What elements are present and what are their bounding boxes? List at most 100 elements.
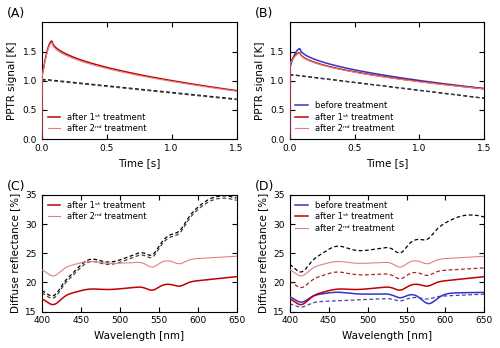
after 1ˢᵗ treatment — [296, 50, 302, 55]
before treatment — [296, 47, 302, 51]
after 1ˢᵗ treatment — [127, 71, 133, 75]
after 2ⁿᵈ treatment — [186, 82, 192, 86]
Text: (B): (B) — [254, 7, 273, 20]
before treatment — [310, 294, 316, 298]
after 1ˢᵗ treatment — [50, 302, 56, 307]
after 2ⁿᵈ treatment — [169, 79, 175, 84]
after 1ˢᵗ treatment — [180, 283, 186, 287]
after 1ˢᵗ treatment — [428, 283, 434, 287]
after 1ˢᵗ treatment — [286, 137, 292, 141]
Line: before treatment: before treatment — [290, 292, 484, 303]
Y-axis label: Diffuse reflectance [%]: Diffuse reflectance [%] — [10, 193, 20, 314]
before treatment — [426, 301, 432, 306]
before treatment — [402, 76, 408, 80]
after 2ⁿᵈ treatment — [298, 274, 304, 278]
after 1ˢᵗ treatment — [350, 287, 356, 292]
after 2ⁿᵈ treatment — [410, 259, 416, 263]
after 2ⁿᵈ treatment — [38, 268, 44, 272]
after 1ˢᵗ treatment — [482, 87, 488, 91]
before treatment — [337, 65, 343, 69]
after 2ⁿᵈ treatment — [89, 63, 95, 67]
after 2ⁿᵈ treatment — [234, 89, 239, 93]
after 1ˢᵗ treatment — [162, 283, 168, 287]
after 1ˢᵗ treatment — [364, 287, 370, 291]
after 1ˢᵗ treatment — [62, 294, 68, 298]
after 1ˢᵗ treatment — [116, 287, 122, 291]
after 1ˢᵗ treatment — [402, 78, 408, 82]
Line: before treatment: before treatment — [290, 49, 484, 139]
before treatment — [434, 81, 440, 85]
after 2ⁿᵈ treatment — [286, 268, 292, 272]
after 1ˢᵗ treatment — [375, 74, 381, 78]
after 2ⁿᵈ treatment — [62, 266, 68, 270]
after 1ˢᵗ treatment — [434, 81, 440, 86]
after 2ⁿᵈ treatment — [50, 274, 56, 278]
before treatment — [482, 290, 488, 294]
Line: after 2ⁿᵈ treatment: after 2ⁿᵈ treatment — [290, 53, 484, 139]
after 1ˢᵗ treatment — [298, 302, 304, 307]
before treatment — [350, 292, 356, 296]
Legend: after 1ˢᵗ treatment, after 2ⁿᵈ treatment: after 1ˢᵗ treatment, after 2ⁿᵈ treatment — [46, 199, 148, 223]
after 2ⁿᵈ treatment — [417, 80, 423, 84]
after 1ˢᵗ treatment — [234, 275, 239, 279]
after 2ⁿᵈ treatment — [364, 261, 370, 265]
X-axis label: Wavelength [nm]: Wavelength [nm] — [94, 331, 184, 341]
Line: after 2ⁿᵈ treatment: after 2ⁿᵈ treatment — [42, 43, 236, 139]
before treatment — [322, 61, 328, 65]
after 1ˢᵗ treatment — [154, 76, 160, 80]
after 1ˢᵗ treatment — [38, 137, 44, 141]
Text: (A): (A) — [6, 7, 25, 20]
before treatment — [417, 79, 423, 83]
before treatment — [428, 301, 434, 305]
before treatment — [482, 87, 488, 91]
after 2ⁿᵈ treatment — [310, 266, 316, 270]
X-axis label: Time [s]: Time [s] — [118, 158, 160, 168]
after 2ⁿᵈ treatment — [49, 41, 55, 45]
after 1ˢᵗ treatment — [322, 63, 328, 68]
Y-axis label: PPTR signal [K]: PPTR signal [K] — [255, 41, 265, 120]
after 2ⁿᵈ treatment — [162, 259, 168, 263]
after 2ⁿᵈ treatment — [375, 74, 381, 78]
X-axis label: Time [s]: Time [s] — [366, 158, 408, 168]
after 1ˢᵗ treatment — [89, 61, 95, 65]
after 1ˢᵗ treatment — [428, 283, 434, 287]
X-axis label: Wavelength [nm]: Wavelength [nm] — [342, 331, 432, 341]
after 2ⁿᵈ treatment — [181, 260, 187, 264]
after 2ⁿᵈ treatment — [434, 82, 440, 86]
Legend: after 1ˢᵗ treatment, after 2ⁿᵈ treatment: after 1ˢᵗ treatment, after 2ⁿᵈ treatment — [46, 111, 148, 135]
after 1ˢᵗ treatment — [482, 275, 488, 279]
before treatment — [286, 295, 292, 299]
after 2ⁿᵈ treatment — [402, 78, 408, 82]
after 1ˢᵗ treatment — [310, 294, 316, 298]
after 2ⁿᵈ treatment — [154, 77, 160, 81]
after 2ⁿᵈ treatment — [286, 137, 292, 141]
Line: after 1ˢᵗ treatment: after 1ˢᵗ treatment — [42, 277, 236, 304]
after 2ⁿᵈ treatment — [482, 87, 488, 91]
Legend: before treatment, after 1ˢᵗ treatment, after 2ⁿᵈ treatment: before treatment, after 1ˢᵗ treatment, a… — [294, 199, 396, 235]
after 2ⁿᵈ treatment — [350, 261, 356, 265]
Line: after 1ˢᵗ treatment: after 1ˢᵗ treatment — [290, 53, 484, 139]
after 1ˢᵗ treatment — [169, 79, 175, 83]
after 1ˢᵗ treatment — [286, 297, 292, 301]
after 1ˢᵗ treatment — [337, 67, 343, 71]
after 1ˢᵗ treatment — [49, 39, 55, 43]
after 2ⁿᵈ treatment — [428, 260, 434, 264]
before treatment — [410, 293, 416, 297]
before treatment — [429, 300, 435, 304]
Line: after 1ˢᵗ treatment: after 1ˢᵗ treatment — [42, 41, 236, 139]
after 2ⁿᵈ treatment — [180, 261, 186, 265]
after 2ⁿᵈ treatment — [428, 261, 434, 265]
after 1ˢᵗ treatment — [186, 81, 192, 86]
after 1ˢᵗ treatment — [38, 297, 44, 301]
after 1ˢᵗ treatment — [410, 283, 416, 287]
before treatment — [334, 290, 340, 294]
before treatment — [364, 292, 370, 296]
before treatment — [286, 137, 292, 141]
after 2ⁿᵈ treatment — [102, 261, 108, 265]
after 2ⁿᵈ treatment — [234, 254, 239, 258]
Y-axis label: Diffuse reflectance [%]: Diffuse reflectance [%] — [258, 193, 268, 314]
after 1ˢᵗ treatment — [234, 88, 239, 93]
after 1ˢᵗ treatment — [417, 79, 423, 84]
Y-axis label: PPTR signal [K]: PPTR signal [K] — [7, 41, 17, 120]
after 2ⁿᵈ treatment — [482, 254, 488, 258]
